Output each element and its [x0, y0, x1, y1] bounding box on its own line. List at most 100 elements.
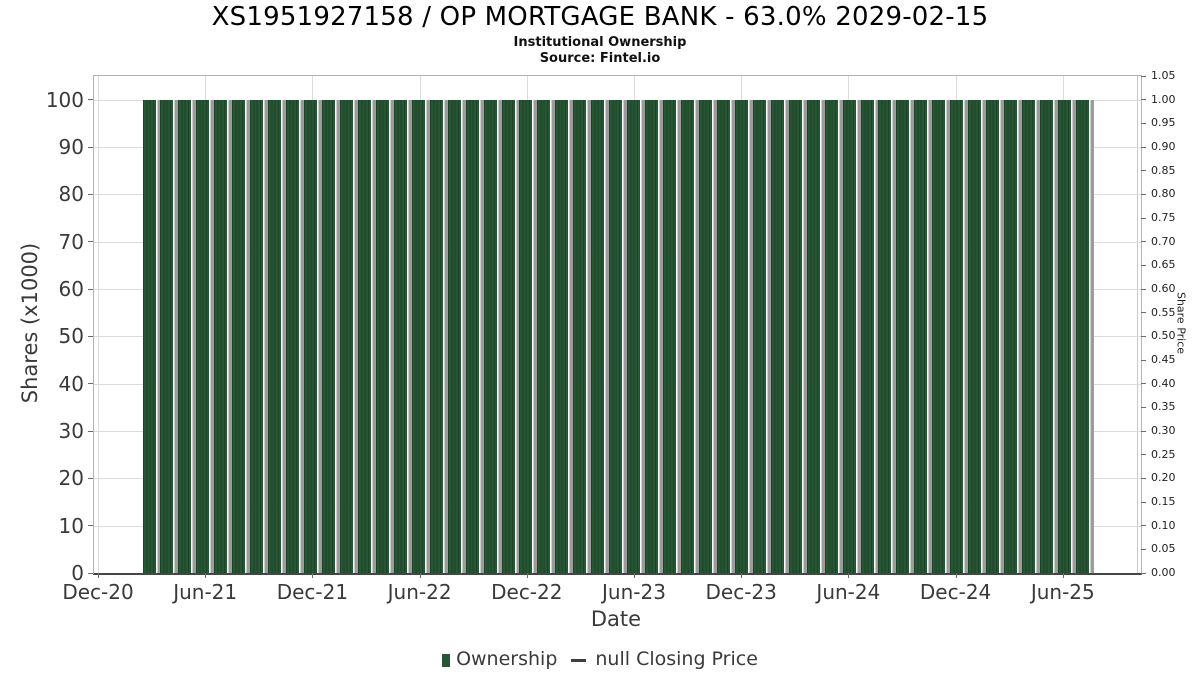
ownership-bar — [178, 99, 197, 573]
ownership-bar — [1004, 99, 1023, 573]
ownership-bar — [968, 99, 987, 573]
ownership-bar — [393, 99, 412, 573]
right-tick-label: 0.50 — [1151, 329, 1176, 343]
x-tick-label: Dec-22 — [491, 580, 563, 604]
right-axis-title: Share Price — [1174, 291, 1188, 355]
legend-price-label: null Closing Price — [595, 648, 758, 670]
x-tick-mark — [1062, 573, 1064, 578]
ownership-bar — [932, 99, 951, 573]
ownership-bar — [734, 99, 753, 573]
ownership-bar — [716, 99, 735, 573]
ownership-bar — [232, 99, 251, 573]
right-tick-label: 1.05 — [1151, 69, 1176, 82]
right-tick-mark — [1141, 146, 1146, 148]
left-tick-label: 70 — [58, 229, 84, 254]
x-tick-label: Dec-20 — [62, 580, 134, 604]
left-tick-label: 80 — [58, 182, 84, 207]
ownership-swatch-icon — [442, 653, 451, 667]
right-tick-mark — [1141, 312, 1146, 314]
right-tick-mark — [1141, 572, 1146, 574]
ownership-bar — [806, 99, 825, 573]
ownership-bar — [1040, 99, 1058, 573]
ownership-bar — [752, 99, 771, 573]
ownership-bar — [357, 99, 376, 573]
ownership-bar — [339, 99, 358, 573]
ownership-bar — [465, 99, 484, 573]
right-tick-mark — [1141, 122, 1146, 124]
right-tick-label: 0.70 — [1151, 234, 1176, 248]
x-tick-label: Jun-24 — [816, 580, 881, 604]
price-line-icon — [571, 658, 587, 662]
ownership-bar — [681, 99, 699, 573]
right-tick-label: 0.25 — [1151, 447, 1176, 461]
x-tick-mark — [848, 573, 850, 578]
ownership-bar — [429, 99, 448, 573]
right-tick-mark — [1141, 548, 1146, 550]
ownership-bar — [770, 99, 789, 573]
plot-inner-line — [1137, 76, 1138, 573]
x-tick-label: Jun-22 — [387, 580, 452, 604]
right-tick-label: 0.15 — [1151, 495, 1176, 508]
x-tick-mark — [205, 573, 207, 578]
x-tick-mark — [312, 573, 314, 578]
right-tick-label: 0.10 — [1151, 518, 1176, 532]
x-gridline — [98, 76, 99, 573]
right-tick-mark — [1141, 383, 1146, 385]
ownership-bar — [609, 99, 628, 573]
right-tick-mark — [1141, 501, 1146, 503]
ownership-bar — [1022, 99, 1041, 573]
chart-source: Source: Fintel.io — [539, 51, 661, 66]
right-tick-mark — [1141, 241, 1146, 243]
x-tick-mark — [955, 573, 957, 578]
x-tick-label: Dec-23 — [705, 580, 777, 604]
left-tick-mark — [88, 288, 93, 290]
x-tick-label: Dec-24 — [919, 580, 992, 604]
x-tick-label: Jun-21 — [173, 580, 238, 604]
left-tick-mark — [88, 99, 93, 101]
x-tick-mark — [98, 573, 99, 578]
ownership-bar — [555, 99, 574, 573]
right-tick-mark — [1141, 288, 1146, 290]
ownership-bar — [322, 99, 340, 573]
ownership-bar — [501, 99, 520, 573]
ownership-bar — [1075, 99, 1094, 573]
left-tick-mark — [88, 430, 93, 432]
ownership-bar — [788, 99, 807, 573]
right-tick-mark — [1141, 406, 1146, 408]
right-tick-label: 0.65 — [1151, 258, 1176, 272]
ownership-bar — [914, 99, 933, 573]
right-tick-label: 0.90 — [1151, 140, 1176, 153]
right-tick-mark — [1141, 217, 1146, 219]
ownership-bar — [250, 99, 269, 573]
ownership-bar — [304, 99, 323, 573]
x-tick-label: Jun-25 — [1030, 580, 1095, 604]
right-tick-label: 0.45 — [1151, 353, 1176, 366]
right-tick-mark — [1141, 75, 1146, 77]
right-tick-mark — [1141, 193, 1146, 195]
right-tick-label: 0.55 — [1151, 305, 1176, 319]
right-tick-mark — [1141, 359, 1146, 361]
right-tick-mark — [1141, 335, 1146, 337]
left-tick-mark — [88, 193, 93, 195]
left-tick-label: 20 — [58, 466, 84, 491]
ownership-bar — [411, 99, 430, 573]
left-tick-mark — [88, 335, 93, 337]
left-tick-mark — [88, 477, 93, 479]
ownership-bar — [950, 99, 969, 573]
ownership-bar — [142, 99, 161, 573]
left-tick-label: 30 — [58, 419, 84, 443]
legend-ownership-label: Ownership — [456, 648, 558, 670]
right-tick-label: 0.60 — [1151, 282, 1176, 295]
right-tick-mark — [1141, 454, 1146, 456]
ownership-bar — [878, 99, 897, 573]
left-tick-mark — [88, 146, 93, 148]
right-tick-label: 0.95 — [1151, 116, 1176, 130]
x-axis-title: Date — [590, 607, 642, 631]
left-tick-label: 60 — [58, 277, 84, 301]
left-tick-label: 40 — [58, 371, 84, 396]
ownership-bar — [698, 99, 717, 573]
ownership-bar — [627, 99, 646, 573]
right-tick-mark — [1141, 99, 1146, 101]
right-tick-label: 0.75 — [1151, 211, 1176, 224]
left-tick-label: 90 — [58, 135, 84, 159]
